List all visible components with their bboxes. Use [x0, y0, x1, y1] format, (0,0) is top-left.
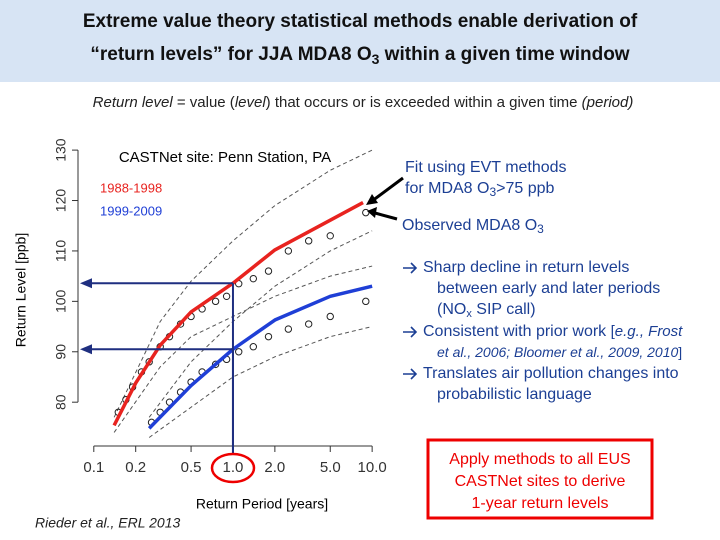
annotation-part: Observed MDA8 O: [402, 217, 537, 234]
observed-point: [222, 292, 231, 301]
bullet-icons: [403, 262, 418, 380]
bullet-part: (NO: [437, 301, 466, 318]
confidence-line: [113, 149, 373, 418]
annotation-part: >75 ppb: [496, 180, 554, 197]
bullet-text: et al., 2006; Bloomer et al., 2009, 2010…: [437, 344, 682, 360]
observed-point: [284, 325, 293, 333]
arrow: [371, 176, 404, 203]
x-tick-label: 10.0: [358, 459, 387, 476]
x-tick-label: 2.0: [264, 459, 285, 476]
legend-title: CASTNet site: Penn Station, PA: [119, 149, 331, 166]
plot: 80 90 100 110 120 130 0.1 0.2 0.5 1.0 2.0 5.0 10.0: [53, 138, 387, 476]
fit-line: [112, 200, 364, 427]
annotation: Observed MDA8 O3: [402, 217, 544, 236]
observed-point: [304, 320, 313, 328]
title-line: “return levels” for JJA MDA8 O3 within a…: [90, 44, 629, 67]
callout-text: 1-year return levels: [472, 495, 609, 512]
observed-point: [326, 232, 334, 240]
bullet-part: ]: [678, 344, 682, 360]
subscript: 3: [372, 51, 380, 67]
confidence-line: [148, 230, 373, 418]
y-tick-label: 120: [53, 189, 69, 213]
confidence-line: [148, 326, 373, 438]
observed-point: [264, 267, 273, 275]
subtitle-part: (period): [582, 94, 634, 111]
observed-point: [304, 237, 313, 245]
bullet-text: Consistent with prior work [e.g., Frost: [423, 323, 683, 340]
fit-line: [147, 284, 373, 430]
citation: Rieder et al., ERL 2013: [35, 515, 180, 531]
observed-point: [362, 297, 370, 306]
bullet-text: between early and later periods: [437, 280, 660, 297]
subscript: 3: [489, 185, 496, 199]
subscript: x: [466, 308, 472, 320]
bullet-arrow: [403, 368, 418, 380]
callout-text: Apply methods to all EUS: [449, 451, 630, 468]
guide-arrow-head: [80, 344, 92, 355]
callout-text: CASTNet sites to derive: [455, 473, 626, 490]
bullet-text: probabilistic language: [437, 386, 592, 403]
observed-point: [284, 247, 293, 255]
subtitle-part: Return level: [93, 94, 174, 111]
observed-point: [249, 343, 258, 351]
subtitle-part: = value (: [173, 94, 235, 111]
bullet-part: Consistent with prior work: [423, 323, 611, 340]
observed-point: [362, 208, 370, 217]
annotation-part: for MDA8 O: [405, 180, 489, 197]
title-line: Extreme value theory statistical methods…: [83, 11, 638, 32]
observed-point: [326, 312, 334, 321]
bullet-text: (NOx SIP call): [437, 301, 536, 320]
bullet-part: et al., 2006; Bloomer et al., 2009, 2010: [437, 344, 678, 360]
annotation: for MDA8 O3>75 ppb: [405, 180, 555, 199]
bullet-text: Translates air pollution changes into: [423, 365, 679, 382]
legend-entry: 1999-2009: [100, 203, 162, 218]
x-tick-label: 5.0: [320, 459, 341, 476]
x-axis-label: Return Period [years]: [196, 496, 328, 512]
title-text: “return levels” for JJA MDA8 O: [90, 44, 371, 65]
subtitle-part: level: [235, 94, 267, 111]
bullet-text: Sharp decline in return levels: [423, 259, 629, 276]
observed-point: [235, 348, 243, 356]
bullet-arrow: [403, 262, 418, 274]
x-tick-label: 1.0: [223, 459, 244, 476]
annotation: Fit using EVT methods: [405, 159, 567, 176]
legend-entry: 1988-1998: [100, 180, 162, 195]
observed-point: [249, 274, 258, 283]
y-tick-label: 100: [53, 289, 69, 313]
x-tick-label: 0.1: [83, 459, 104, 476]
arrow-head: [366, 194, 378, 205]
observed-point: [211, 360, 220, 369]
x-tick-label: 0.5: [181, 459, 202, 476]
arrow: [374, 211, 398, 221]
guide-arrow-head: [80, 278, 92, 289]
y-tick-label: 80: [53, 394, 69, 410]
highlight-circle: [210, 452, 256, 484]
arrow-head: [367, 207, 377, 218]
y-tick-label: 130: [53, 138, 69, 162]
bullet-arrow: [403, 326, 418, 338]
callout-box: [426, 438, 654, 520]
y-tick-label: 90: [53, 344, 69, 360]
subtitle: Return level = value (level) that occurs…: [93, 94, 634, 111]
observed-point: [264, 332, 273, 341]
bullet-part: e.g., Frost: [615, 323, 683, 340]
y-axis-label: Return Level [ppb]: [13, 233, 29, 347]
subscript: 3: [537, 222, 544, 236]
subtitle-part: ) that occurs or is exceeded within a gi…: [266, 94, 582, 111]
bullet-part: [: [611, 323, 616, 340]
title-text: within a given time window: [379, 44, 629, 65]
observed-point: [211, 297, 220, 306]
x-tick-label: 0.2: [125, 459, 146, 476]
y-tick-label: 110: [53, 240, 69, 263]
bullet-part: SIP call): [472, 301, 536, 318]
title-band: [0, 0, 720, 82]
